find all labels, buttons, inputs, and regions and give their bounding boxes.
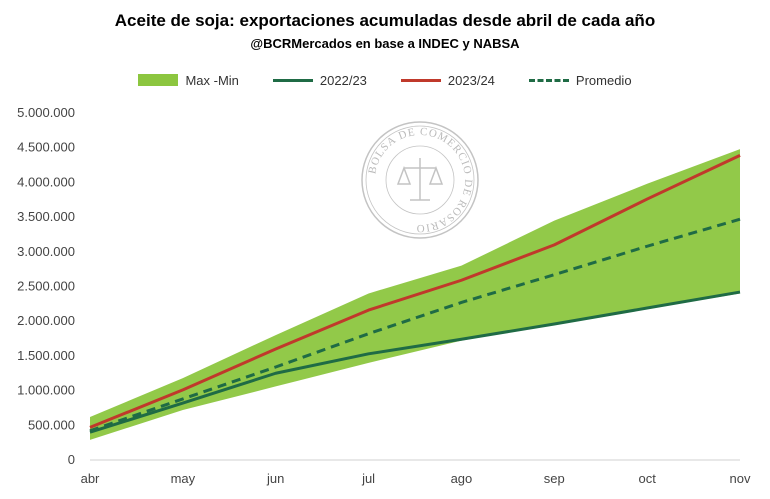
legend-swatch-promedio bbox=[528, 78, 569, 82]
series-2022-23-line bbox=[89, 290, 741, 434]
y-tick-label: 3.500.000 bbox=[17, 209, 75, 224]
y-tick-label: 3.000.000 bbox=[17, 244, 75, 259]
chart-subtitle: @BCRMercados en base a INDEC y NABSA bbox=[250, 36, 520, 51]
legend-item-2023-24: 2023/24 bbox=[400, 72, 495, 88]
x-tick-label: may bbox=[171, 471, 196, 486]
legend-swatch-2023-24 bbox=[400, 78, 441, 82]
y-tick-label: 4.000.000 bbox=[17, 174, 75, 189]
y-tick-label: 0 bbox=[68, 452, 75, 467]
y-tick-label: 1.500.000 bbox=[17, 348, 75, 363]
legend: Max -Min 2022/23 2023/24 Promedio bbox=[0, 70, 770, 90]
watermark-ring bbox=[365, 125, 475, 235]
watermark-seal: BOLSA DE COMERCIO DE ROSARIO bbox=[361, 121, 479, 239]
watermark-ring bbox=[361, 121, 479, 239]
series-promedio-line bbox=[89, 217, 741, 433]
x-tick-label: abr bbox=[81, 471, 100, 486]
y-tick-label: 500.000 bbox=[28, 417, 75, 432]
legend-label-promedio: Promedio bbox=[575, 72, 632, 88]
legend-item-max-min: Max -Min bbox=[138, 72, 239, 88]
legend-label-2023-24: 2023/24 bbox=[447, 72, 495, 88]
legend-swatch-max-min bbox=[138, 74, 179, 86]
x-tick-label: jun bbox=[266, 471, 284, 486]
y-tick-label: 4.500.000 bbox=[17, 140, 75, 155]
x-tick-label: nov bbox=[730, 471, 751, 486]
watermark-scales-icon bbox=[396, 158, 444, 201]
x-tick-label: sep bbox=[544, 471, 565, 486]
legend-swatch-2022-23 bbox=[272, 78, 313, 82]
x-tick-label: ago bbox=[451, 471, 473, 486]
legend-label-2022-23: 2022/23 bbox=[319, 72, 367, 88]
watermark-ring bbox=[385, 145, 455, 215]
y-tick-label: 2.500.000 bbox=[17, 279, 75, 294]
x-tick-label: jul bbox=[361, 471, 375, 486]
y-tick-label: 2.000.000 bbox=[17, 313, 75, 328]
legend-item-2022-23: 2022/23 bbox=[272, 72, 367, 88]
legend-label-max-min: Max -Min bbox=[185, 72, 239, 88]
x-tick-label: oct bbox=[638, 471, 656, 486]
y-tick-label: 1.000.000 bbox=[17, 383, 75, 398]
series-2023-24-line bbox=[89, 153, 741, 429]
chart-title: Aceite de soja: exportaciones acumuladas… bbox=[114, 11, 656, 30]
y-tick-label: 5.000.000 bbox=[17, 105, 75, 120]
legend-item-promedio: Promedio bbox=[528, 72, 632, 88]
